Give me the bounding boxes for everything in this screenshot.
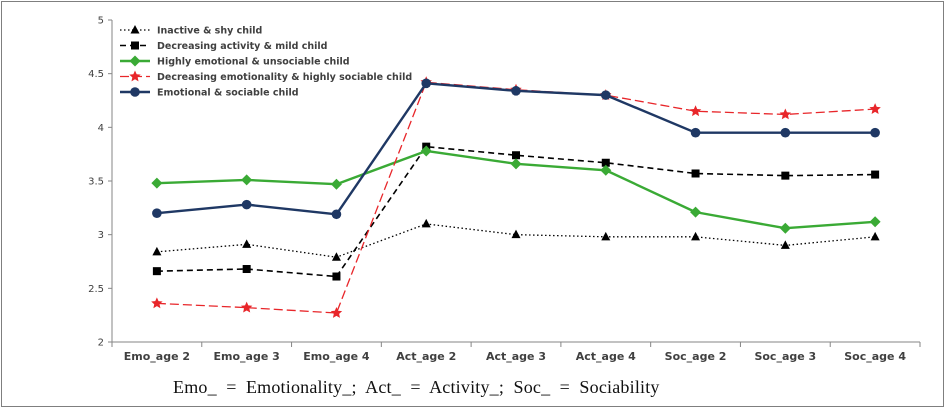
legend-marker <box>129 55 141 67</box>
x-tick-labels: Emo_age 2 Emo_age 3 Emo_age 4 Act_age 2 Act_… <box>124 350 907 363</box>
data-point <box>781 171 790 180</box>
data-point <box>421 78 432 89</box>
data-point <box>510 158 522 170</box>
legend-marker <box>130 25 140 34</box>
legend-entry: Decreasing activity & mild child <box>120 41 327 52</box>
legend-entry: Decreasing emotionality & highly sociabl… <box>120 70 412 83</box>
series-line <box>156 223 876 258</box>
data-point <box>871 170 880 179</box>
data-point <box>870 127 880 138</box>
data-point <box>331 209 342 220</box>
data-point <box>511 229 521 239</box>
data-point <box>600 90 611 100</box>
y-tick-label: 2 <box>98 338 104 349</box>
data-point <box>689 105 702 117</box>
data-point <box>330 178 342 190</box>
series-3 <box>151 145 881 234</box>
y-tick-labels: 2 2.5 3 3.5 4 4.5 5 <box>88 16 104 349</box>
series-4 <box>151 76 881 318</box>
data-point <box>601 158 610 167</box>
data-point <box>152 267 161 276</box>
data-point <box>151 177 163 189</box>
data-point <box>152 246 162 256</box>
legend-label: Inactive & shy child <box>157 26 262 37</box>
data-point <box>421 218 431 228</box>
data-point <box>690 206 702 218</box>
data-point <box>780 127 791 138</box>
legend-label: Emotional & sociable child <box>157 88 299 99</box>
legend-marker <box>129 70 141 82</box>
data-point <box>511 86 521 96</box>
series-line <box>156 81 876 314</box>
series-5 <box>152 78 880 220</box>
x-tick-label: Act_age 4 <box>576 350 636 363</box>
legend-label: Highly emotional & unsociable child <box>157 57 350 68</box>
axes <box>108 19 921 347</box>
data-point <box>512 151 520 160</box>
series-1 <box>152 218 880 261</box>
data-point <box>690 127 701 138</box>
data-point <box>242 265 251 274</box>
series-group <box>151 76 881 318</box>
y-tick-label: 2.5 <box>88 284 104 295</box>
data-point <box>600 164 612 176</box>
x-tick-label: Act_age 3 <box>486 350 546 363</box>
legend-label: Decreasing activity & mild child <box>157 41 327 52</box>
legend-entry: Emotional & sociable child <box>120 87 299 99</box>
data-point <box>240 301 253 313</box>
x-tick-label: Soc_age 3 <box>754 350 816 363</box>
legend-marker <box>130 87 140 97</box>
data-point <box>152 208 162 218</box>
data-point <box>241 174 253 186</box>
y-tick-label: 5 <box>98 16 104 27</box>
data-point <box>779 222 791 234</box>
x-tick-label: Soc_age 4 <box>844 350 906 363</box>
data-point <box>241 199 252 210</box>
x-tick-label: Emo_age 2 <box>124 350 190 363</box>
x-tick-label: Emo_age 3 <box>214 350 280 363</box>
data-point <box>330 307 343 318</box>
legend: Inactive & shy child Decreasing activity … <box>120 25 412 99</box>
data-point <box>332 272 341 281</box>
legend-marker <box>131 41 139 50</box>
data-point <box>780 240 790 249</box>
data-point <box>331 252 341 261</box>
legend-entry: Inactive & shy child <box>120 25 262 37</box>
data-point <box>869 103 881 114</box>
y-tick-label: 4 <box>98 123 104 134</box>
x-tick-label: Emo_age 4 <box>303 350 370 363</box>
data-point <box>420 145 432 157</box>
data-point <box>691 169 700 178</box>
data-point <box>691 231 701 241</box>
abbreviation-footnote: Emo_ = Emotionality_; Act_ = Activity_; … <box>173 377 660 397</box>
data-point <box>242 239 252 248</box>
x-tick-label: Act_age 2 <box>396 350 456 363</box>
y-tick-label: 3.5 <box>88 177 104 188</box>
data-point <box>779 108 792 120</box>
data-point <box>151 297 163 309</box>
data-point <box>601 231 611 241</box>
legend-label: Decreasing emotionality & highly sociabl… <box>157 72 412 83</box>
legend-entry: Highly emotional & unsociable child <box>120 55 350 68</box>
x-tick-label: Soc_age 2 <box>665 350 727 363</box>
y-tick-label: 3 <box>98 230 104 241</box>
data-point <box>869 216 881 228</box>
series-line <box>156 82 876 216</box>
data-point <box>870 231 880 241</box>
y-tick-label: 4.5 <box>88 69 104 80</box>
